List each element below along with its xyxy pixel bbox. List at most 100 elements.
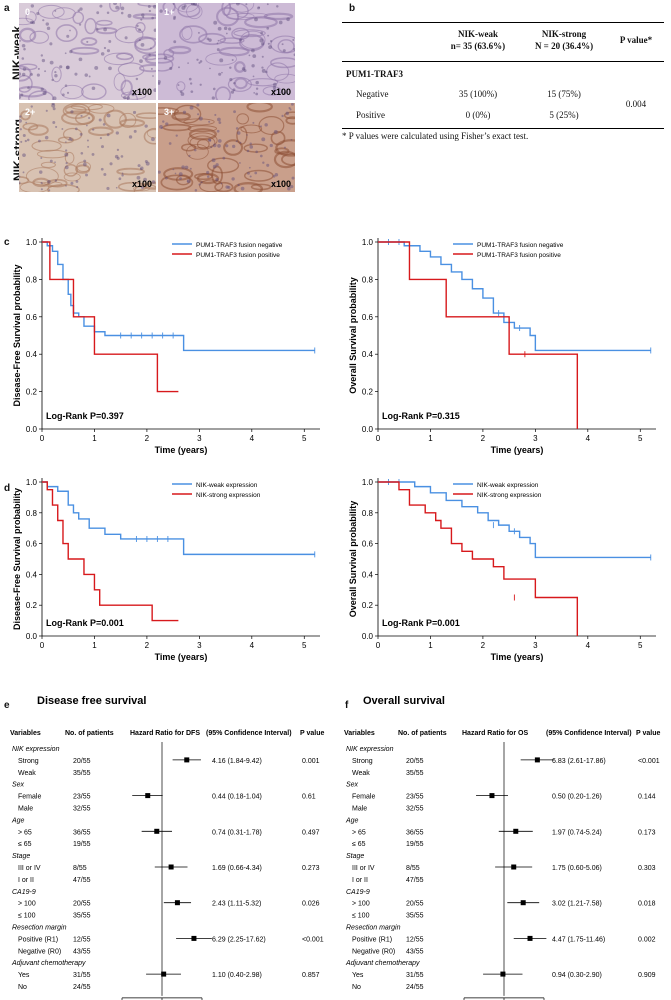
cell-nucleus: [175, 134, 178, 137]
cell-nucleus: [211, 96, 215, 100]
row-label: III or IV: [352, 865, 375, 872]
row-label: Negative (R0): [352, 948, 395, 955]
tissue-gland: [95, 27, 118, 35]
tissue-gland: [236, 113, 250, 125]
cell-nucleus: [249, 145, 254, 149]
cell-nucleus: [123, 95, 127, 100]
cell-nucleus: [259, 38, 264, 43]
cell-nucleus: [77, 9, 80, 12]
cell-nucleus: [150, 67, 153, 70]
hr-ci-value: 0.44 (0.18-1.04): [212, 794, 262, 801]
cell-nucleus: [54, 179, 58, 182]
survival-curve: [378, 241, 651, 352]
row-label: III or IV: [18, 865, 41, 872]
legend-label: NIK-strong expression: [196, 492, 261, 499]
cell-nucleus: [198, 116, 203, 121]
forest-title: Overall survival: [363, 695, 445, 707]
cell-nucleus: [42, 19, 45, 22]
cell-nucleus: [229, 78, 233, 82]
column-header: P value: [300, 730, 324, 737]
tissue-gland: [160, 174, 194, 191]
hazard-ratio-marker: [161, 971, 167, 977]
cell-nucleus: [259, 154, 263, 158]
tissue-gland: [223, 3, 249, 20]
cell-nucleus: [211, 158, 216, 163]
patient-count: 23/55: [73, 794, 91, 801]
x-tick-label: 0: [40, 641, 45, 650]
cell-nucleus: [196, 103, 200, 107]
cell-nucleus: [83, 162, 87, 167]
column-header: (95% Confidence Interval): [546, 730, 632, 737]
tissue-texture: [158, 103, 295, 192]
cell-nucleus: [40, 181, 43, 185]
cell-nucleus: [260, 31, 264, 35]
cell-nucleus: [96, 11, 100, 15]
cell-nucleus: [40, 188, 43, 191]
cell-nucleus: [100, 145, 104, 149]
cell-nucleus: [188, 77, 192, 81]
cell-nucleus: [261, 137, 266, 142]
tissue-gland: [158, 107, 180, 115]
micrograph-image: 0 x100: [19, 3, 156, 100]
cell-nucleus: [68, 137, 72, 140]
tissue-gland: [134, 37, 156, 55]
cell-nucleus: [251, 48, 255, 53]
group-label: NIK expression: [346, 746, 394, 753]
cell-nucleus: [19, 175, 21, 178]
tissue-gland: [120, 79, 133, 96]
cell-nucleus: [45, 22, 50, 26]
tissue-gland: [76, 161, 92, 172]
tissue-gland: [214, 86, 232, 100]
y-tick-label: 0.0: [26, 425, 38, 434]
tissue-gland: [137, 3, 156, 7]
hr-ci-value: 3.02 (1.21-7.58): [552, 901, 602, 908]
group-label: Age: [11, 817, 25, 824]
cell-nucleus: [54, 71, 57, 74]
tissue-gland: [133, 186, 151, 192]
cell-nucleus: [232, 144, 236, 149]
cell-nucleus: [62, 93, 65, 97]
y-tick-label: 0.0: [26, 632, 38, 641]
cell-nucleus: [173, 40, 177, 44]
cell-nucleus: [70, 110, 74, 114]
cell-nucleus: [251, 64, 255, 68]
patient-count: 47/55: [73, 877, 91, 884]
tissue-gland: [72, 11, 85, 25]
hr-ci-value: 1.97 (0.74-5.24): [552, 829, 602, 836]
tissue-gland: [29, 30, 50, 44]
cell-nucleus: [252, 121, 255, 124]
cell-nucleus: [267, 34, 270, 37]
cell-nucleus: [246, 171, 250, 175]
cell-nucleus: [108, 66, 112, 71]
cell-nucleus: [158, 80, 161, 84]
cell-nucleus: [283, 91, 287, 95]
cell-nucleus: [255, 87, 259, 90]
cell-nucleus: [281, 43, 284, 46]
tissue-gland: [247, 78, 279, 87]
cell-nucleus: [141, 13, 145, 17]
tissue-gland: [120, 91, 147, 100]
column-header: Variables: [10, 730, 41, 737]
header-nik-strong: NIK-strong: [541, 29, 587, 39]
hazard-ratio-marker: [154, 828, 160, 834]
cell-nucleus: [266, 163, 270, 167]
cell-nucleus: [59, 65, 63, 69]
cell-nucleus: [118, 177, 122, 181]
cell-nucleus: [30, 20, 34, 24]
patient-count: 35/55: [406, 770, 424, 777]
cell-nucleus: [289, 108, 292, 111]
cell-nucleus: [102, 123, 106, 126]
cell-nucleus: [233, 110, 236, 114]
tissue-gland: [266, 62, 290, 81]
tissue-gland: [37, 4, 65, 19]
column-header: No. of patients: [398, 730, 447, 737]
magnification-label: x100: [270, 87, 291, 97]
tissue-gland: [181, 143, 197, 152]
cell-nucleus: [231, 177, 235, 181]
tissue-gland: [234, 61, 246, 73]
cell-nucleus: [186, 179, 191, 184]
y-tick-label: 0.4: [26, 350, 38, 359]
hazard-ratio-marker: [511, 864, 517, 870]
hazard-ratio-marker: [191, 935, 197, 941]
y-tick-label: 0.2: [362, 601, 374, 610]
